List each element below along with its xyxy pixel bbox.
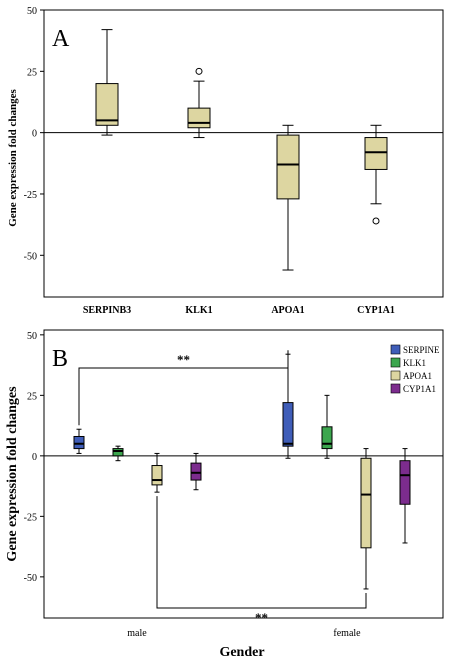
box-iqr	[399, 460, 411, 505]
significance-bracket	[156, 496, 367, 609]
panel-a-outlier	[372, 217, 380, 225]
panel-a: A Gene expression fold changes -50 -25 0 25…	[7, 6, 444, 316]
panel-a-x-tick-label: APOA1	[271, 305, 304, 316]
panel-a-ylabel: Gene expression fold changes	[7, 88, 19, 226]
panel-b-legend: SERPINE KLK1 APOA1 CYP1A1	[390, 344, 440, 394]
panel-a-box-serpinb3	[95, 29, 119, 136]
box-iqr	[364, 137, 388, 170]
legend-swatch-apoa1	[390, 370, 401, 381]
panel-b-boxes	[73, 353, 411, 590]
panel-a-box-apoa1	[276, 124, 300, 271]
panel-b-box-klk1-male	[112, 445, 124, 462]
panel-b-box-apoa1-female	[360, 448, 372, 590]
panel-b-y-tick-label: 0	[32, 452, 37, 463]
legend-label-klk1: KLK1	[403, 358, 426, 368]
panel-a-outlier	[195, 67, 203, 75]
panel-b-x-tick-label: male	[127, 628, 147, 639]
panel-a-box-klk1	[187, 80, 211, 139]
panel-b-y-tick-label: 50	[27, 331, 37, 342]
significance-label: **	[255, 610, 268, 625]
panel-b-significance-brackets: ** **	[78, 350, 367, 625]
panel-b-y-tick-label: 25	[27, 391, 37, 402]
panel-b-box-apoa1-male	[151, 452, 163, 493]
panel-b-y-tick-label: -50	[24, 573, 37, 584]
panel-b-box-klk1-female	[321, 394, 333, 459]
panel-a-y-axis: -50 -25 0 25 50	[24, 6, 44, 262]
panel-b-box-cyp1a1-female	[399, 448, 411, 544]
box-iqr	[360, 457, 372, 549]
box-iqr	[73, 435, 85, 450]
panel-a-boxes	[95, 29, 388, 271]
panel-b-ylabel: Gene expression fold changes	[5, 386, 20, 562]
box-iqr	[282, 402, 294, 447]
legend-label-apoa1: APOA1	[403, 371, 432, 381]
panel-b-label: B	[52, 346, 68, 372]
panel-a-x-tick-labels: SERPINB3 KLK1 APOA1 CYP1A1	[83, 305, 395, 316]
panel-b-box-serpine-female	[282, 353, 294, 459]
panel-a-x-tick-label: SERPINB3	[83, 305, 131, 316]
panel-b-x-tick-labels: male female	[127, 628, 361, 639]
box-iqr	[190, 462, 202, 481]
panel-a-y-tick-label: 0	[32, 129, 37, 140]
panel-b-box-serpine-male	[73, 428, 85, 454]
panel-a-x-tick-label: CYP1A1	[357, 305, 395, 316]
panel-a-x-tick-label: KLK1	[185, 305, 212, 316]
panel-b: B Gene expression fold changes Gender -5…	[5, 329, 444, 660]
box-iqr	[187, 107, 211, 129]
legend-label-serpine: SERPINE	[403, 345, 440, 355]
panel-a-frame	[43, 9, 444, 298]
panel-a-box-cyp1a1	[364, 124, 388, 205]
box-iqr	[112, 448, 124, 457]
legend-label-cyp1a1: CYP1A1	[403, 384, 436, 394]
panel-a-y-tick-label: -25	[24, 190, 37, 201]
legend-swatch-cyp1a1	[390, 383, 401, 394]
panel-b-y-tick-label: -25	[24, 512, 37, 523]
panel-a-y-tick-label: 50	[27, 6, 37, 17]
significance-label: **	[177, 352, 190, 367]
box-iqr	[276, 134, 300, 200]
panel-b-xlabel: Gender	[219, 645, 264, 660]
box-iqr	[321, 426, 333, 450]
panel-a-y-tick-label: -50	[24, 251, 37, 262]
panel-b-frame	[43, 329, 444, 619]
box-iqr	[95, 83, 119, 126]
panel-b-x-tick-label: female	[333, 628, 361, 639]
panel-b-y-axis: -50 -25 0 25 50	[24, 331, 44, 584]
panel-a-label: A	[52, 26, 70, 52]
panel-a-y-tick-label: 25	[27, 67, 37, 78]
panel-b-box-cyp1a1-male	[190, 452, 202, 491]
legend-swatch-serpine	[390, 344, 401, 355]
legend-swatch-klk1	[390, 357, 401, 368]
box-iqr	[151, 465, 163, 486]
